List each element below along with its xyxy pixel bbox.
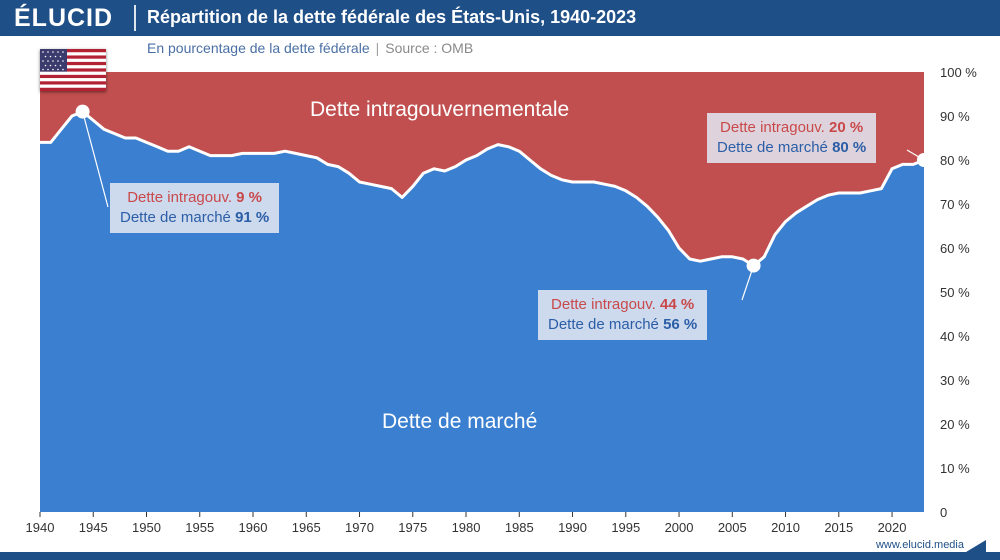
website-url[interactable]: www.elucid.media	[875, 539, 964, 551]
area-label-market: Dette de marché	[382, 410, 538, 433]
y-tick-label: 70 %	[940, 197, 970, 212]
annotation-market-value: 91 %	[235, 209, 270, 226]
subtitle: En pourcentage de la dette fédérale | Sour…	[147, 40, 473, 56]
y-tick-label: 40 %	[940, 329, 970, 344]
x-tick-label: 2005	[718, 520, 747, 535]
x-tick-label: 1955	[185, 520, 214, 535]
annotation-intragov-line: Dette intragouv. 44 %	[548, 295, 697, 315]
y-tick-label: 80 %	[940, 153, 970, 168]
series-line-boundary	[40, 110, 925, 268]
x-tick-label: 1975	[398, 520, 427, 535]
annotation-market-value: 80 %	[832, 139, 867, 156]
source-text: Source : OMB	[385, 40, 474, 56]
x-tick-label: 2020	[878, 520, 907, 535]
chart-markers	[75, 104, 931, 301]
y-tick-label: 60 %	[940, 241, 970, 256]
header-divider	[134, 5, 136, 31]
annotation-intragov-value: 9 %	[236, 189, 263, 206]
elucid-logo: ÉLUCID	[14, 4, 114, 32]
annotation-marker	[746, 258, 761, 273]
y-tick-label: 0	[940, 505, 947, 520]
annotation-leader-line	[82, 111, 109, 208]
x-tick-label: 1985	[505, 520, 534, 535]
annotation-intragov-line: Dette intragouv. 9 %	[120, 188, 269, 208]
y-tick-label: 10 %	[940, 461, 970, 476]
annotation-2023: Dette intragouv. 20 % Dette de marché 80…	[707, 113, 877, 163]
x-tick-label: 1970	[345, 520, 374, 535]
x-tick-label: 1945	[79, 520, 108, 535]
annotation-marker	[917, 153, 931, 167]
x-tick-label: 2015	[824, 520, 853, 535]
elucid-mark-icon	[966, 540, 986, 552]
y-axis: 0 10 % 20 % 30 % 40 % 50 % 60 % 70 % 80 % 90 % 100…	[940, 65, 977, 520]
annotation-intragov-value: 44 %	[660, 296, 695, 313]
x-tick-label: 1960	[239, 520, 268, 535]
annotation-1944: Dette intragouv. 9 % Dette de marché 91 …	[110, 183, 280, 233]
x-tick-label: 1950	[132, 520, 161, 535]
annotation-market-line: Dette de marché 91 %	[120, 208, 269, 228]
y-tick-label: 20 %	[940, 417, 970, 432]
annotation-intragov-line: Dette intragouv. 20 %	[717, 118, 866, 138]
x-tick-label: 2010	[771, 520, 800, 535]
us-flag-icon	[40, 49, 106, 91]
annotation-market-label: Dette de marché	[717, 139, 833, 156]
annotation-intragov-label: Dette intragouv.	[127, 189, 237, 206]
annotation-intragov-value: 20 %	[829, 119, 864, 136]
y-tick-label: 30 %	[940, 373, 970, 388]
footer-bar	[0, 552, 1000, 560]
y-tick-label: 50 %	[940, 285, 970, 300]
annotation-2007: Dette intragouv. 44 % Dette de marché 56…	[538, 290, 708, 340]
page-title: Répartition de la dette fédérale des Éta…	[147, 7, 637, 27]
annotation-market-line: Dette de marché 80 %	[717, 138, 866, 158]
y-tick-label: 90 %	[940, 109, 970, 124]
area-label-intragov: Dette intragouvernementale	[310, 98, 570, 121]
annotation-market-label: Dette de marché	[120, 209, 236, 226]
annotation-intragov-label: Dette intragouv.	[551, 296, 660, 313]
annotation-marker	[75, 104, 90, 119]
annotation-market-label: Dette de marché	[548, 316, 664, 333]
x-tick-label: 1965	[292, 520, 321, 535]
header-bar: ÉLUCID Répartition de la dette fédérale …	[0, 0, 1000, 36]
x-tick-label: 1940	[26, 520, 55, 535]
x-tick-label: 1980	[452, 520, 481, 535]
x-tick-label: 1995	[611, 520, 640, 535]
x-tick-label: 1990	[558, 520, 587, 535]
subtitle-text: En pourcentage de la dette fédérale	[147, 40, 370, 56]
annotation-intragov-label: Dette intragouv.	[720, 119, 829, 136]
annotation-market-value: 56 %	[663, 316, 698, 333]
subtitle-separator: |	[375, 40, 380, 56]
x-axis: 1940 1945 1950 1955 1960 1965 1970 1975 1980 1985…	[26, 512, 907, 535]
x-tick-label: 2000	[665, 520, 694, 535]
annotation-market-line: Dette de marché 56 %	[548, 315, 697, 335]
y-tick-label: 100 %	[940, 65, 977, 80]
